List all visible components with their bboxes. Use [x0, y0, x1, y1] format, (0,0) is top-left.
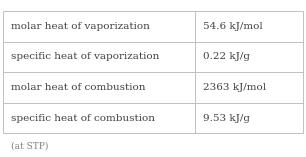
Text: (at STP): (at STP) [11, 142, 48, 151]
Text: molar heat of vaporization: molar heat of vaporization [11, 22, 150, 31]
Text: 0.22 kJ/g: 0.22 kJ/g [203, 52, 250, 61]
Bar [3, 11, 303, 133]
Text: 2363 kJ/mol: 2363 kJ/mol [203, 83, 266, 92]
Text: molar heat of combustion: molar heat of combustion [11, 83, 145, 92]
Text: specific heat of vaporization: specific heat of vaporization [11, 52, 159, 61]
Text: 54.6 kJ/mol: 54.6 kJ/mol [203, 22, 262, 31]
Text: specific heat of combustion: specific heat of combustion [11, 114, 155, 123]
Text: 9.53 kJ/g: 9.53 kJ/g [203, 114, 250, 123]
